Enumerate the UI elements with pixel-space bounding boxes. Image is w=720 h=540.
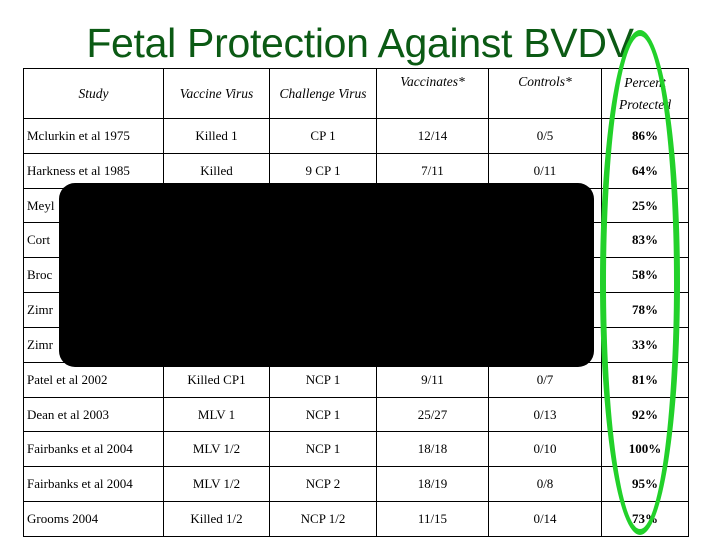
cell-controls: 0/10 (488, 431, 602, 468)
cell-study: Harkness et al 1985 (23, 152, 164, 189)
table-row: Dean et al 2003 MLV 1 NCP 1 25/27 0/13 92% (23, 396, 689, 433)
cell-controls: 0/13 (488, 396, 602, 433)
overlay-box (59, 183, 594, 367)
header-controls: Controls* (488, 68, 602, 119)
cell-challenge-virus: NCP 1 (269, 396, 377, 433)
cell-vaccinates: 18/18 (376, 431, 489, 468)
cell-vaccine-virus: MLV 1/2 (163, 466, 270, 503)
header-vaccinates: Vaccinates* (376, 68, 489, 119)
cell-study: Patel et al 2002 (23, 361, 164, 398)
cell-vaccine-virus: Killed 1 (163, 118, 270, 154)
header-percent-protected: Percent Protected (601, 68, 689, 119)
cell-controls: 0/8 (488, 466, 602, 503)
cell-vaccine-virus: MLV 1 (163, 396, 270, 433)
cell-percent-protected: 33% (601, 326, 689, 363)
cell-percent-protected: 78% (601, 292, 689, 328)
cell-vaccinates: 12/14 (376, 118, 489, 154)
cell-percent-protected: 64% (601, 152, 689, 189)
table-row: Fairbanks et al 2004 MLV 1/2 NCP 2 18/19 0/8… (23, 466, 689, 503)
cell-controls: 0/7 (488, 361, 602, 398)
table-header-row: Study Vaccine Virus Challenge Virus Vacc… (23, 68, 689, 119)
slide-title: Fetal Protection Against BVDV (86, 20, 634, 66)
cell-percent-protected: 58% (601, 257, 689, 294)
cell-controls: 0/14 (488, 501, 602, 537)
header-study: Study (23, 68, 164, 119)
cell-challenge-virus: NCP 1 (269, 431, 377, 468)
cell-percent-protected: 83% (601, 222, 689, 259)
header-challenge-virus: Challenge Virus (269, 68, 377, 119)
overlay-text-experimental: Experimental Infections. (178, 230, 475, 263)
cell-controls: 0/11 (488, 152, 602, 189)
cell-challenge-virus: NCP 1 (269, 361, 377, 398)
cell-study: Grooms 2004 (23, 501, 164, 537)
cell-vaccinates: 11/15 (376, 501, 489, 537)
cell-vaccine-virus: Killed 1/2 (163, 501, 270, 537)
cell-study: Mclurkin et al 1975 (23, 118, 164, 154)
cell-vaccinates: 18/19 (376, 466, 489, 503)
cell-controls: 0/5 (488, 118, 602, 154)
cell-challenge-virus: CP 1 (269, 118, 377, 154)
cell-study: Dean et al 2003 (23, 396, 164, 433)
overlay-text-natural-exposure: What About Natural Exposure via PI’s? (92, 305, 568, 338)
table-row: Fairbanks et al 2004 MLV 1/2 NCP 1 18/18 0/1… (23, 431, 689, 468)
cell-percent-protected: 25% (601, 187, 689, 224)
table-row: Mclurkin et al 1975 Killed 1 CP 1 12/14 0/5 8… (23, 118, 689, 154)
cell-percent-protected: 100% (601, 431, 689, 468)
cell-vaccinates: 9/11 (376, 361, 489, 398)
cell-vaccinates: 7/11 (376, 152, 489, 189)
cell-challenge-virus: NCP 1/2 (269, 501, 377, 537)
table-row: Harkness et al 1985 Killed 9 CP 1 7/11 0/11 6… (23, 152, 689, 189)
cell-percent-protected: 95% (601, 466, 689, 503)
cell-vaccinates: 25/27 (376, 396, 489, 433)
cell-vaccine-virus: MLV 1/2 (163, 431, 270, 468)
cell-study: Fairbanks et al 2004 (23, 466, 164, 503)
table-row: Patel et al 2002 Killed CP1 NCP 1 9/11 0/7 81… (23, 361, 689, 398)
cell-percent-protected: 92% (601, 396, 689, 433)
cell-challenge-virus: NCP 2 (269, 466, 377, 503)
header-vaccine-virus: Vaccine Virus (163, 68, 270, 119)
table-row: Grooms 2004 Killed 1/2 NCP 1/2 11/15 0/14 73% (23, 501, 689, 537)
cell-study: Fairbanks et al 2004 (23, 431, 164, 468)
cell-percent-protected: 81% (601, 361, 689, 398)
cell-vaccine-virus: Killed CP1 (163, 361, 270, 398)
cell-percent-protected: 86% (601, 118, 689, 154)
cell-percent-protected: 73% (601, 501, 689, 537)
